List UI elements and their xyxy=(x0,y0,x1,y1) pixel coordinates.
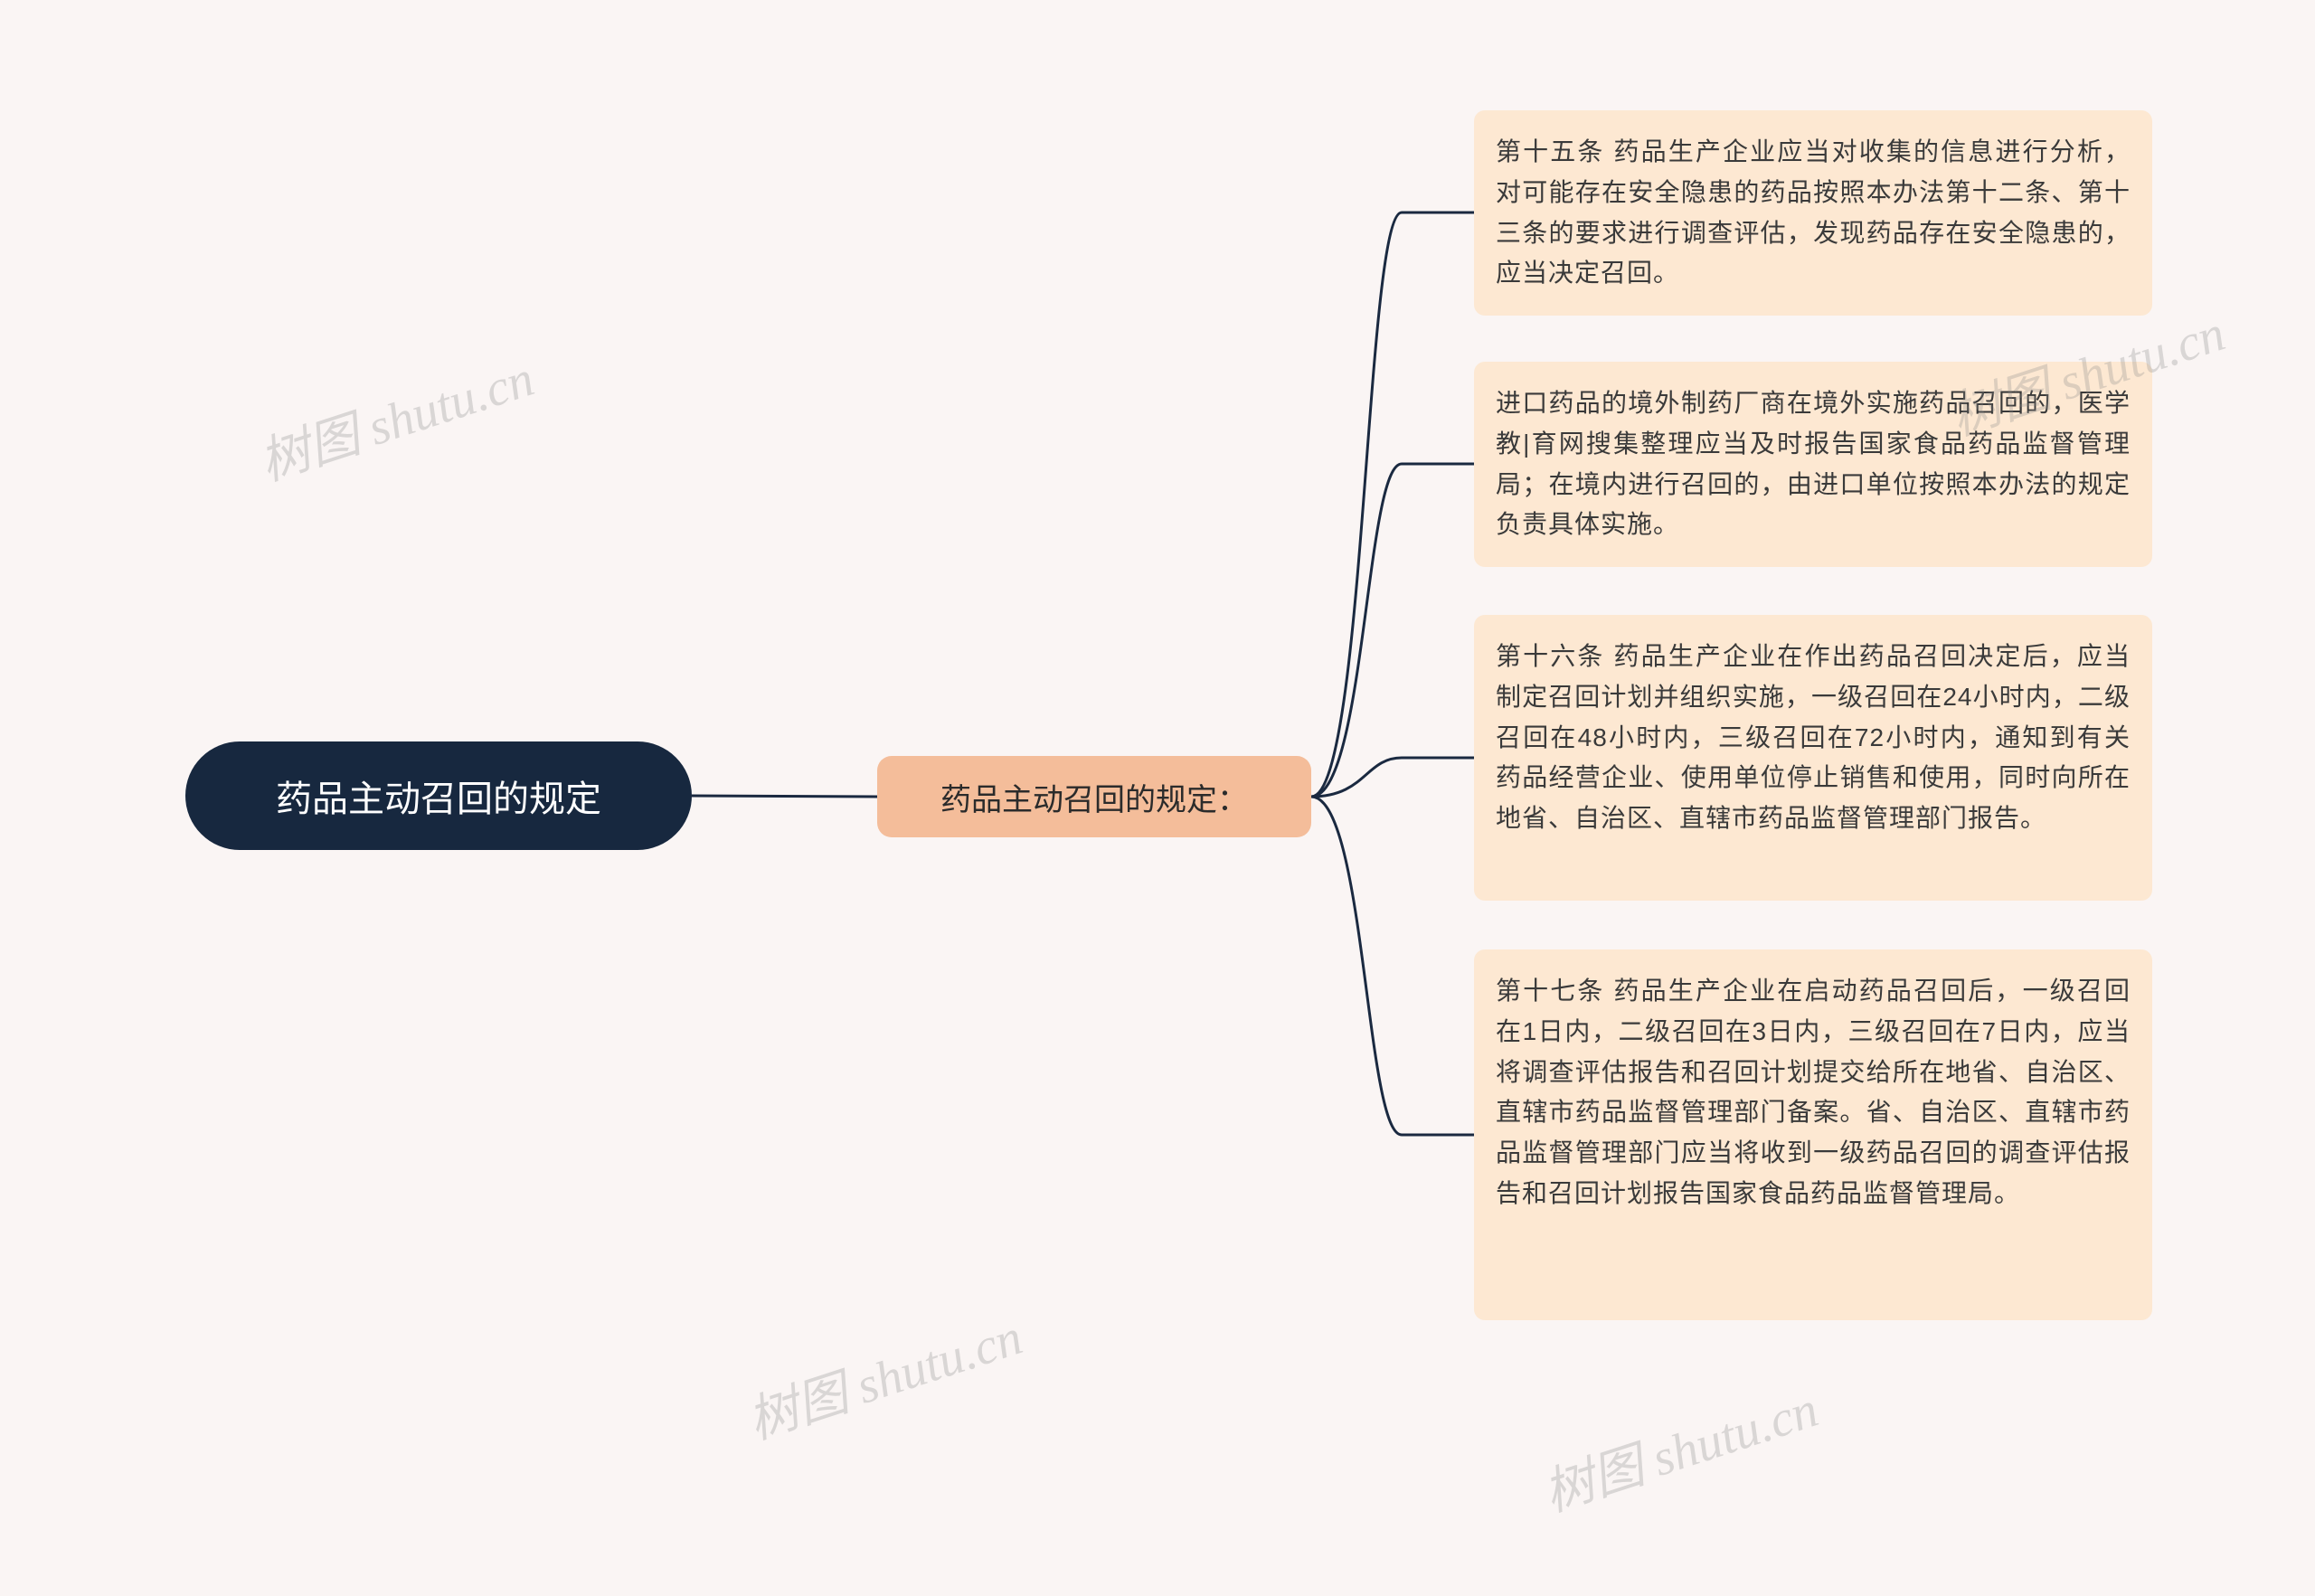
leaf-node-1[interactable]: 进口药品的境外制药厂商在境外实施药品召回的，医学教|育网搜集整理应当及时报告国家… xyxy=(1474,362,2152,567)
leaf-text-2: 第十六条 药品生产企业在作出药品召回决定后，应当制定召回计划并组织实施，一级召回… xyxy=(1496,642,2131,832)
leaf-text-1: 进口药品的境外制药厂商在境外实施药品召回的，医学教|育网搜集整理应当及时报告国家… xyxy=(1496,389,2131,538)
root-label: 药品主动召回的规定 xyxy=(276,770,601,822)
watermark-0: 树图 shutu.cn xyxy=(249,337,542,495)
watermark-3: 树图 shutu.cn xyxy=(1533,1368,1826,1525)
leaf-node-2[interactable]: 第十六条 药品生产企业在作出药品召回决定后，应当制定召回计划并组织实施，一级召回… xyxy=(1474,615,2152,901)
root-node[interactable]: 药品主动召回的规定 xyxy=(185,741,692,850)
leaf-text-0: 第十五条 药品生产企业应当对收集的信息进行分析，对可能存在安全隐患的药品按照本办… xyxy=(1496,137,2131,287)
mindmap-canvas: 药品主动召回的规定 药品主动召回的规定： 第十五条 药品生产企业应当对收集的信息… xyxy=(0,0,2315,1596)
leaf-node-0[interactable]: 第十五条 药品生产企业应当对收集的信息进行分析，对可能存在安全隐患的药品按照本办… xyxy=(1474,110,2152,316)
watermark-2: 树图 shutu.cn xyxy=(737,1296,1030,1453)
leaf-node-3[interactable]: 第十七条 药品生产企业在启动药品召回后，一级召回在1日内，二级召回在3日内，三级… xyxy=(1474,949,2152,1320)
level1-node[interactable]: 药品主动召回的规定： xyxy=(877,756,1311,837)
leaf-text-3: 第十七条 药品生产企业在启动药品召回后，一级召回在1日内，二级召回在3日内，三级… xyxy=(1496,977,2131,1207)
level1-label: 药品主动召回的规定： xyxy=(940,775,1248,819)
